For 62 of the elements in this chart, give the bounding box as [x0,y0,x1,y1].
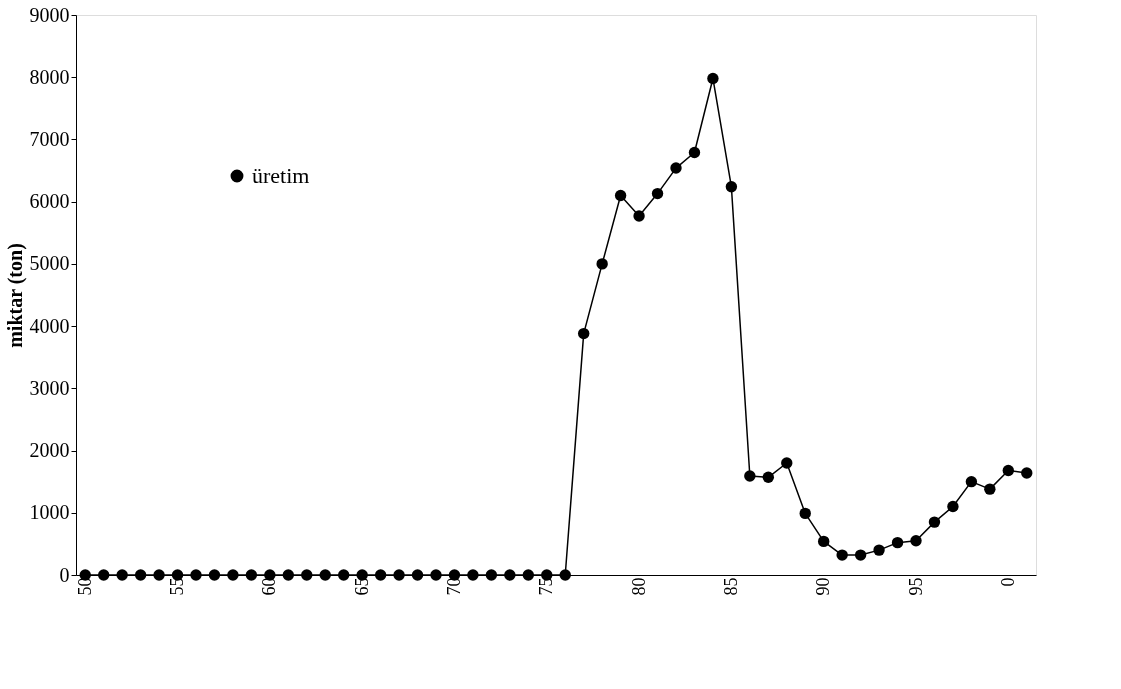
point [559,569,571,581]
y-tick-label: 8000 [29,65,70,88]
x-tick-label: 95 [905,577,926,596]
point [651,187,664,200]
point [282,569,295,581]
point [891,536,904,549]
x-tick-label: 0 [997,577,1018,587]
point [245,569,258,581]
x-tick-label: 80 [628,577,649,596]
point [577,327,590,340]
point [522,569,535,581]
y-tick-label: 9000 [29,3,70,26]
y-tick-label: 5000 [29,252,70,275]
point [116,569,128,581]
point [411,569,424,581]
point [670,162,682,174]
point [153,569,165,581]
point [873,544,885,556]
y-tick-label: 3000 [29,376,70,399]
y-tick-label: 2000 [29,439,70,462]
y-axis-title: miktar (ton) [3,243,27,348]
point [725,181,738,193]
point [984,483,996,495]
point [707,72,719,85]
y-tick-label: 4000 [29,314,70,337]
y-tick-label: 6000 [29,190,70,213]
legend-label: üretim [252,163,310,188]
x-tick-label: 90 [813,577,834,596]
point [836,549,848,561]
point [910,535,922,547]
point [744,470,756,482]
point [799,507,811,520]
point [947,500,959,513]
y-tick-label: 1000 [29,501,70,524]
point [227,569,239,581]
point [393,569,405,581]
point [1002,464,1015,477]
point [467,569,479,581]
point [596,258,608,270]
point [430,569,442,581]
point [817,535,830,548]
point [965,475,978,488]
point [928,516,941,528]
point [781,457,793,469]
point [337,569,350,581]
point [301,569,313,581]
point [688,146,701,159]
point [485,569,498,581]
point [762,471,775,483]
point [190,569,202,581]
point [614,189,627,202]
y-tick-label: 7000 [29,127,70,150]
point [319,569,331,581]
point [374,569,387,581]
point [134,569,147,581]
x-tick-label: 85 [720,577,741,596]
point [208,569,221,581]
point [854,549,867,561]
point [633,210,645,222]
point [97,569,110,581]
point [504,569,516,581]
point [1021,467,1033,479]
